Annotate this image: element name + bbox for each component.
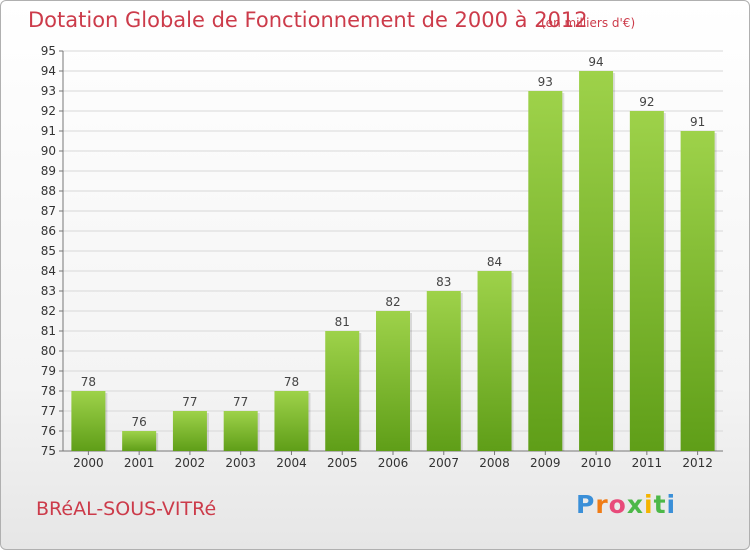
chart-subtitle: (en milliers d'€)	[541, 16, 636, 30]
chart-title: Dotation Globale de Fonctionnement de 20…	[28, 8, 588, 32]
bar-2001	[122, 431, 157, 451]
y-tick-label: 94	[41, 64, 56, 78]
bar-2003	[223, 411, 258, 451]
bar-value-label: 77	[233, 395, 248, 409]
logo-letter: x	[626, 490, 644, 519]
logo-letter: i	[666, 490, 677, 519]
x-tick-label: 2006	[378, 456, 409, 470]
y-tick-label: 80	[41, 344, 56, 358]
x-tick-label: 2007	[428, 456, 459, 470]
bar-value-label: 77	[182, 395, 197, 409]
bar-value-label: 84	[487, 255, 502, 269]
logo-letter: o	[608, 490, 627, 519]
labels: 75 76 77 78 79 80 81 82 83 84 85 86 87 88 89 90 91 92 93 94…	[41, 44, 713, 470]
bar-2004	[274, 391, 309, 451]
y-tick-label: 90	[41, 144, 56, 158]
bar-2011	[629, 111, 664, 451]
y-tick-label: 88	[41, 184, 56, 198]
y-tick-label: 95	[41, 44, 56, 58]
x-tick-label: 2009	[530, 456, 561, 470]
y-tick-label: 84	[41, 264, 56, 278]
y-tick-label: 86	[41, 224, 56, 238]
bar-value-label: 92	[639, 95, 654, 109]
bar-value-label: 91	[690, 115, 705, 129]
y-tick-label: 85	[41, 244, 56, 258]
bar-value-label: 76	[132, 415, 147, 429]
bar-value-label: 78	[284, 375, 299, 389]
bar-value-label: 78	[81, 375, 96, 389]
logo-letter: t	[653, 490, 667, 519]
logo-letter: P	[576, 490, 596, 519]
x-tick-label: 2011	[632, 456, 663, 470]
proxiti-logo: Proxiti	[576, 490, 676, 519]
bar-value-label: 82	[385, 295, 400, 309]
y-tick-label: 78	[41, 384, 56, 398]
y-tick-label: 92	[41, 104, 56, 118]
logo-letter: i	[644, 490, 654, 519]
bar-2000	[71, 391, 106, 451]
x-tick-label: 2003	[225, 456, 256, 470]
y-tick-label: 82	[41, 304, 56, 318]
x-tick-label: 2012	[682, 456, 713, 470]
y-tick-label: 89	[41, 164, 56, 178]
x-tick-label: 2004	[276, 456, 307, 470]
city-name: BRéAL-SOUS-VITRé	[36, 498, 217, 520]
y-tick-label: 79	[41, 364, 56, 378]
bar-value-label: 81	[335, 315, 350, 329]
bar-2010	[579, 71, 614, 451]
bars	[71, 71, 717, 451]
y-tick-label: 91	[41, 124, 56, 138]
y-tick-label: 81	[41, 324, 56, 338]
bar-2002	[172, 411, 207, 451]
bar-2006	[376, 311, 410, 451]
bar-value-label: 94	[588, 55, 603, 69]
bar-value-label: 83	[436, 275, 451, 289]
logo-letter: r	[595, 490, 609, 519]
bar-2012	[680, 131, 715, 451]
y-tick-label: 77	[41, 404, 56, 418]
y-tick-label: 93	[41, 84, 56, 98]
bar-2005	[325, 331, 360, 451]
x-tick-label: 2001	[124, 456, 155, 470]
bar-value-label: 93	[538, 75, 553, 89]
x-tick-label: 2010	[581, 456, 612, 470]
x-tick-label: 2000	[73, 456, 104, 470]
y-tick-label: 76	[41, 424, 56, 438]
x-tick-label: 2005	[327, 456, 358, 470]
bar-2008	[477, 271, 512, 451]
x-tick-label: 2002	[175, 456, 206, 470]
bar-2009	[528, 91, 563, 451]
y-tick-label: 75	[41, 444, 56, 458]
y-tick-label: 87	[41, 204, 56, 218]
y-tick-label: 83	[41, 284, 56, 298]
bar-2007	[426, 291, 461, 451]
x-tick-label: 2008	[479, 456, 510, 470]
